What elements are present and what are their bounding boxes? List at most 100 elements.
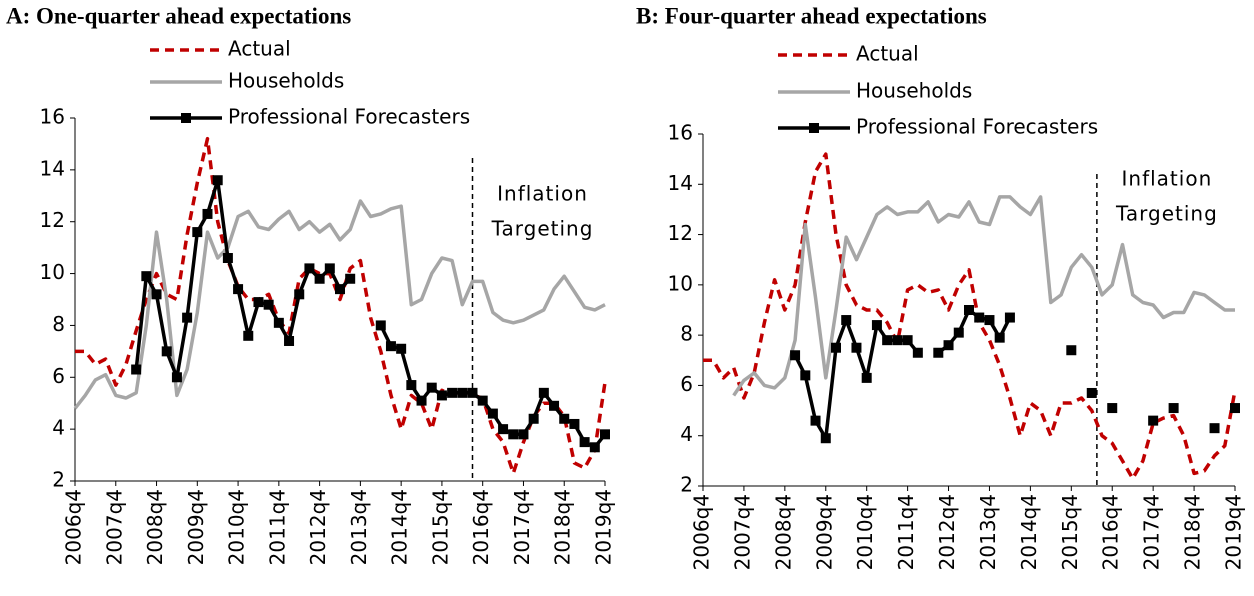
legend-marker [809,123,819,133]
legend-label: Professional Forecasters [856,115,1098,139]
marker [1230,403,1240,414]
marker [426,382,437,393]
marker [851,342,862,353]
y-tick-label: 6 [52,364,65,388]
marker [396,343,407,354]
y-tick-label: 12 [668,221,693,245]
chart-title: A: One-quarter ahead expectations [6,3,351,28]
x-tick-label: 2009q4 [812,494,836,570]
marker [212,175,223,186]
marker [202,208,213,219]
marker [994,332,1005,343]
x-tick-label: 2011q4 [265,489,289,565]
marker [974,312,985,323]
x-tick-label: 2017q4 [510,489,534,565]
marker [1004,312,1015,323]
marker [477,395,488,406]
marker [528,413,539,424]
y-tick-label: 14 [668,171,693,195]
x-tick-label: 2010q4 [225,489,249,565]
series-line [73,199,606,410]
marker [294,289,305,300]
marker [933,347,944,358]
y-tick-label: 12 [40,208,65,232]
y-tick-label: 14 [40,156,65,180]
y-tick-label: 16 [40,105,65,129]
y-tick-label: 2 [52,468,65,492]
x-tick-label: 2006q4 [62,489,86,565]
marker [131,364,142,375]
marker [861,372,872,383]
legend-label: Households [856,79,972,103]
marker [457,387,468,398]
marker [518,429,529,440]
marker [841,315,852,326]
marker [912,347,923,358]
marker [984,315,995,326]
marker [314,273,325,284]
marker [508,429,519,440]
marker [161,346,172,357]
annotation: Inflation [1122,167,1213,191]
x-tick-label: 2015q4 [1058,494,1082,570]
x-tick-label: 2016q4 [469,489,493,565]
marker [447,387,458,398]
marker [467,387,478,398]
y-tick-label: 8 [680,322,693,346]
marker [436,390,447,401]
marker [892,335,903,346]
x-tick-label: 2009q4 [184,489,208,565]
y-tick-label: 6 [680,372,693,396]
y-tick-label: 10 [668,271,693,295]
marker [324,263,335,274]
x-tick-label: 2016q4 [1099,494,1123,570]
chart-title: B: Four-quarter ahead expectations [636,3,987,28]
marker [1086,387,1097,398]
y-tick-label: 2 [680,473,693,497]
annotation: Targeting [1115,202,1218,226]
marker [902,335,913,346]
marker [600,429,610,440]
annotation: Targeting [491,217,594,241]
marker [375,320,386,331]
x-tick-label: 2017q4 [1140,494,1164,570]
marker [1168,403,1179,414]
legend-label: Actual [228,37,291,61]
marker [790,350,801,361]
marker [141,271,152,282]
marker [943,340,954,351]
marker [559,413,570,424]
legend-label: Professional Forecasters [228,105,470,129]
marker [284,335,295,346]
marker [182,312,193,323]
marker [871,320,882,331]
x-tick-label: 2018q4 [551,489,575,565]
x-tick-label: 2013q4 [347,489,371,565]
marker [953,327,964,338]
x-tick-label: 2006q4 [690,494,714,570]
marker [538,387,549,398]
x-tick-label: 2010q4 [853,494,877,570]
marker [335,284,345,295]
x-tick-label: 2013q4 [976,494,1000,570]
marker [810,415,821,426]
marker [1066,345,1077,356]
marker [487,408,498,419]
marker [222,253,233,264]
marker [1107,403,1118,414]
marker [304,263,315,274]
marker [345,273,356,284]
marker [263,299,274,310]
marker [151,289,162,300]
marker [385,341,396,352]
marker [589,442,600,453]
x-tick-label: 2007q4 [102,489,126,565]
x-tick-label: 2019q4 [1222,494,1246,570]
x-tick-label: 2018q4 [1181,494,1205,570]
y-tick-label: 4 [680,422,693,446]
marker [569,418,580,429]
x-tick-label: 2008q4 [143,489,167,565]
y-tick-label: 4 [52,416,65,440]
marker [273,317,284,328]
